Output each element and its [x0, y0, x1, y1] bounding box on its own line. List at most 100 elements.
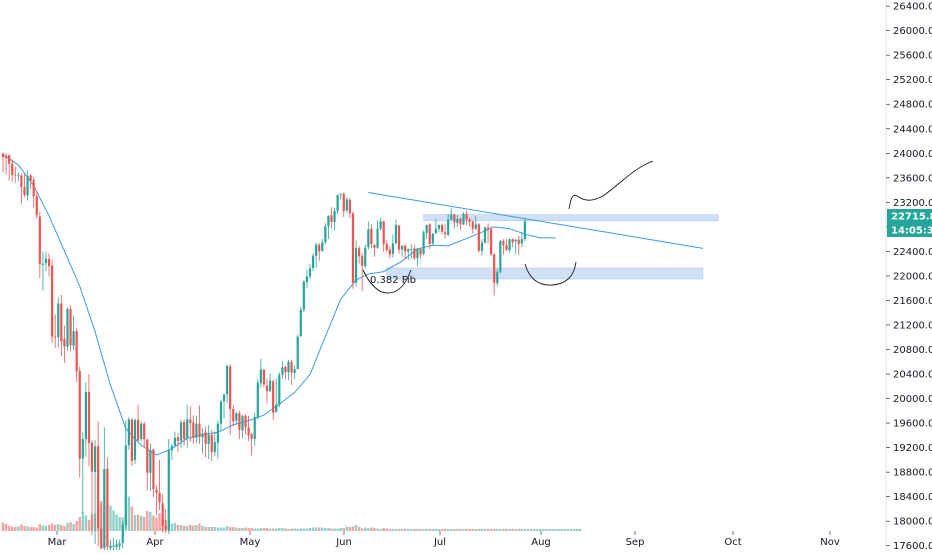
candle-body	[164, 526, 167, 530]
y-tick-label: 20800.0	[893, 345, 932, 356]
volume-bar	[450, 529, 453, 531]
volume-bar	[284, 528, 287, 531]
candle	[339, 193, 342, 200]
candle	[379, 217, 382, 231]
candle	[358, 245, 361, 264]
candle-body	[434, 228, 437, 233]
candle-body	[440, 225, 444, 232]
y-tick-label: 23600.0	[893, 173, 932, 184]
fib-bottom-arc[interactable]	[362, 269, 412, 294]
candle-body	[54, 336, 57, 338]
candle-body	[321, 242, 324, 251]
candle-body	[44, 258, 48, 264]
price-zone[interactable]	[423, 214, 719, 221]
trendline-layer[interactable]	[368, 192, 704, 249]
y-tick-label: 24400.0	[893, 124, 932, 135]
candle	[232, 405, 235, 427]
volume-bar	[410, 529, 413, 531]
time-axis[interactable]: Mar Apr May Jun Jul Aug Sep Oct Nov	[48, 531, 840, 548]
candle-body	[143, 423, 146, 440]
volume-bar	[158, 513, 161, 531]
volume-bar	[118, 517, 121, 531]
volume-bar	[268, 528, 272, 531]
candle-body	[425, 225, 428, 233]
candle	[321, 239, 324, 253]
candle	[490, 226, 493, 257]
candle	[207, 424, 210, 460]
candle-body	[354, 247, 358, 283]
candle-body	[235, 413, 238, 421]
volume-bar	[38, 524, 42, 531]
volume-bar	[26, 526, 29, 531]
candle-body	[293, 369, 296, 373]
countdown-box	[887, 223, 932, 237]
candle-body	[416, 248, 419, 259]
volume-bar	[551, 529, 554, 531]
candle	[290, 359, 293, 386]
price-zone[interactable]	[386, 267, 704, 280]
volume-bar	[311, 527, 315, 531]
candle-body	[324, 226, 327, 243]
hand-drawings[interactable]	[362, 160, 654, 294]
volume-bar	[459, 529, 462, 531]
candle-body	[505, 245, 508, 251]
candle	[81, 432, 84, 514]
candle-body	[103, 469, 106, 549]
volume-bar	[566, 529, 570, 531]
support-resistance-zones[interactable]	[386, 214, 719, 280]
y-tick-label: 25600.0	[893, 51, 932, 62]
volume-bar	[569, 529, 573, 531]
candle-body	[226, 365, 229, 395]
volume-bar	[373, 528, 376, 531]
candle-body	[262, 369, 266, 385]
candle-body	[87, 391, 91, 443]
descending-trendline[interactable]	[368, 192, 704, 249]
candle	[143, 421, 146, 448]
candle	[11, 159, 14, 182]
candle-body	[268, 380, 272, 392]
volume-bar	[112, 510, 115, 531]
candle	[447, 213, 450, 237]
volume-bar	[225, 526, 229, 531]
candle	[385, 240, 388, 252]
aug-bottom-arc[interactable]	[524, 261, 577, 286]
candle	[459, 217, 462, 230]
candle-body	[443, 232, 447, 235]
candle-body	[115, 544, 118, 547]
candle-body	[29, 175, 32, 181]
volume-bar	[228, 527, 232, 531]
candle	[376, 220, 379, 249]
candle	[26, 170, 29, 201]
volume-bar	[275, 528, 278, 531]
volume-bar	[210, 527, 213, 531]
volume-bar	[578, 529, 582, 531]
candle	[235, 412, 238, 424]
candle	[66, 307, 69, 351]
x-tick-label: Apr	[146, 537, 164, 548]
candle	[41, 251, 45, 291]
candle-body	[161, 503, 164, 527]
candle-body	[275, 404, 278, 413]
candle	[284, 365, 287, 380]
candle-body	[207, 434, 210, 444]
y-tick-label: 18400.0	[893, 492, 932, 503]
candle-body	[287, 361, 290, 373]
candle-body	[66, 309, 69, 347]
volume-bar	[370, 527, 373, 531]
candle	[204, 426, 207, 458]
candle	[146, 438, 149, 491]
volume-bar	[413, 529, 416, 531]
volume-bar	[259, 528, 263, 531]
volume-bar	[238, 528, 241, 531]
volume-bar	[29, 527, 32, 531]
volume-bar	[253, 528, 256, 531]
candle	[179, 420, 183, 448]
projection-curve[interactable]	[568, 160, 654, 210]
candle	[499, 239, 502, 274]
candle	[480, 239, 484, 256]
price-axis[interactable]: 26400.0 26000.0 25600.0 25200.0 24800.0 24400…	[885, 0, 932, 552]
candle-body	[348, 199, 352, 214]
volume-bar	[195, 525, 198, 531]
